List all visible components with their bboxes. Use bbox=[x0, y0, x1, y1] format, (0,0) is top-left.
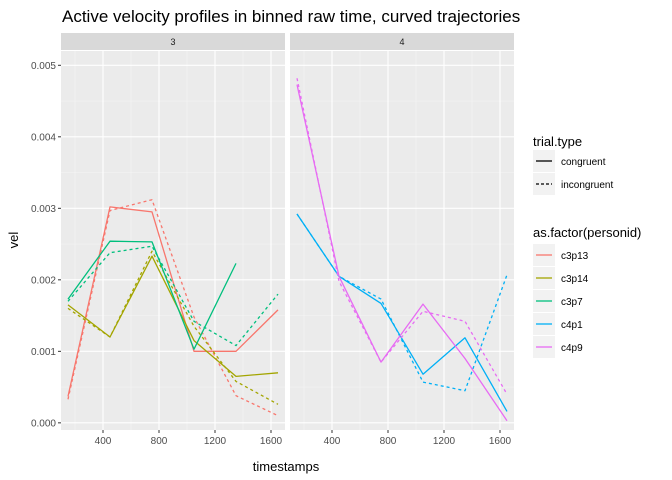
series-line-c3p7-congruent bbox=[67, 240, 237, 350]
x-tick-label: 400 bbox=[95, 436, 112, 447]
legend-label: c4p1 bbox=[561, 320, 583, 331]
facet-strip bbox=[61, 33, 285, 50]
facet-panel-4: 4 400 800 1200 1600 bbox=[290, 33, 514, 447]
legend-label: c4p9 bbox=[561, 343, 583, 354]
x-tick-label: 400 bbox=[324, 436, 341, 447]
y-tick-label: 0.005 bbox=[31, 61, 56, 72]
legend-label: c3p7 bbox=[561, 297, 583, 308]
y-tick-label: 0.003 bbox=[31, 204, 56, 215]
y-axis-title: vel bbox=[6, 232, 21, 249]
facet-strip bbox=[290, 33, 514, 50]
legend-label: incongruent bbox=[561, 180, 613, 191]
legend-title-person: as.factor(personid) bbox=[533, 225, 641, 240]
x-tick-label: 800 bbox=[380, 436, 397, 447]
legend-label: c3p14 bbox=[561, 274, 589, 285]
series-line-c3p13-congruent bbox=[67, 206, 279, 397]
series-line-c4p1-incongruent bbox=[296, 213, 508, 392]
legend-label: c3p13 bbox=[561, 251, 589, 262]
facet-panels: 3 400 800 1200 1600 4 400 800 1200 1600 bbox=[61, 33, 514, 447]
x-tick-label: 800 bbox=[151, 436, 168, 447]
y-axis: 0.000 0.001 0.002 0.003 0.004 0.005 bbox=[31, 61, 61, 429]
series-line-c4p9-incongruent bbox=[296, 78, 508, 395]
legend-title-linetype: trial.type bbox=[533, 134, 582, 149]
y-tick-label: 0.001 bbox=[31, 347, 56, 358]
y-tick-label: 0.000 bbox=[31, 418, 56, 429]
y-tick-label: 0.002 bbox=[31, 275, 56, 286]
series-line-c3p14-incongruent bbox=[67, 250, 279, 405]
series-line-c3p7-incongruent bbox=[67, 245, 279, 347]
chart-title: Active velocity profiles in binned raw t… bbox=[62, 7, 520, 26]
x-tick-label: 1200 bbox=[433, 436, 456, 447]
legend-label: congruent bbox=[561, 157, 606, 168]
x-tick-label: 1200 bbox=[204, 436, 227, 447]
panel-background bbox=[61, 51, 285, 430]
panel-background bbox=[290, 51, 514, 430]
x-tick-label: 1600 bbox=[489, 436, 512, 447]
series-line-c3p13-incongruent bbox=[67, 199, 279, 417]
facet-panel-3: 3 400 800 1200 1600 bbox=[61, 33, 285, 447]
legend: trial.type congruent incongruent as.factor(… bbox=[533, 134, 641, 358]
facet-strip-label: 4 bbox=[399, 37, 404, 47]
x-axis-title: timestamps bbox=[253, 459, 320, 474]
y-tick-label: 0.004 bbox=[31, 132, 56, 143]
x-tick-label: 1600 bbox=[260, 436, 283, 447]
facet-strip-label: 3 bbox=[170, 37, 175, 47]
